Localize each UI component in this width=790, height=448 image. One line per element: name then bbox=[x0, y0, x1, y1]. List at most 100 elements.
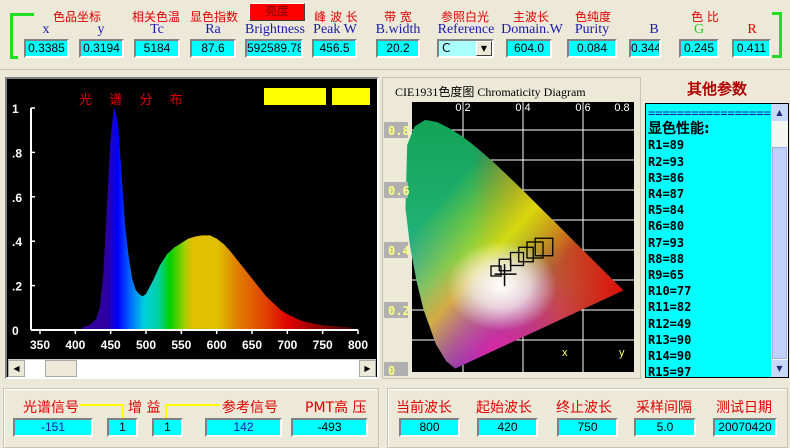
spectrum-area-segment bbox=[173, 242, 182, 331]
spectrum-area-segment bbox=[202, 235, 210, 331]
list-item: R15=97 bbox=[648, 365, 692, 378]
label-bwidth: B.width bbox=[375, 22, 421, 37]
tc-field[interactable]: 5184 bbox=[134, 39, 180, 58]
peakw-field[interactable]: 456.5 bbox=[312, 39, 357, 58]
brightness-button[interactable]: 亮度 bbox=[249, 3, 305, 21]
bwidth-field[interactable]: 20.2 bbox=[376, 39, 420, 58]
x-tick-label: 450 bbox=[101, 338, 121, 352]
spectrum-area-segment bbox=[209, 235, 217, 331]
cie-y-tick-bg bbox=[384, 122, 408, 138]
other-params-list[interactable]: ================== 显色性能: R1=89 R2=93 R3=86 R4… bbox=[645, 103, 789, 378]
spectrum-area-segment bbox=[272, 302, 281, 331]
spectrum-area-segment bbox=[188, 236, 196, 331]
planckian-marker-square bbox=[534, 237, 554, 257]
spectrum-area-segment bbox=[181, 238, 189, 331]
spectrum-area-segment bbox=[113, 107, 119, 331]
spectral-signal-field[interactable]: -151 bbox=[13, 418, 93, 437]
gain-field-2[interactable]: 1 bbox=[152, 418, 183, 437]
label-peak: 峰 波 长 bbox=[314, 10, 358, 24]
legend-box-2 bbox=[332, 88, 370, 105]
label-test-date: 测试日期 bbox=[716, 400, 772, 416]
y-tick-label: .6 bbox=[12, 191, 22, 205]
ra-field[interactable]: 87.6 bbox=[190, 39, 236, 58]
x-tick-label: 500 bbox=[136, 338, 156, 352]
cie-title: CIE1931色度图 Chromaticity Diagram bbox=[395, 85, 586, 99]
spectrum-area-segment bbox=[279, 309, 288, 331]
start-wavelength-field[interactable]: 420 bbox=[477, 418, 538, 437]
brightness-field[interactable]: 592589.784 bbox=[245, 39, 303, 58]
label-tc: Tc bbox=[150, 22, 164, 37]
x-field[interactable]: 0.3385 bbox=[24, 39, 69, 58]
scroll-down-icon[interactable]: ▼ bbox=[771, 360, 788, 377]
y-tick-label: .8 bbox=[12, 146, 22, 160]
scroll-left-icon[interactable]: ◀ bbox=[8, 360, 25, 377]
label-peakw: Peak W bbox=[313, 22, 357, 37]
spectrum-hscrollbar[interactable]: ◀ ▶ bbox=[8, 359, 376, 377]
list-item: R8=88 bbox=[648, 251, 685, 266]
legend-box-1 bbox=[264, 88, 326, 105]
label-pmt-voltage: PMT高 压 bbox=[305, 400, 367, 416]
current-wavelength-field[interactable]: 800 bbox=[399, 418, 460, 437]
connector-line bbox=[165, 404, 220, 406]
reference-signal-field[interactable]: 142 bbox=[205, 418, 282, 437]
other-params-lines: ================== 显色性能: R1=89 R2=93 R3=86 R4… bbox=[648, 105, 772, 378]
scroll-up-icon[interactable]: ▲ bbox=[771, 104, 788, 121]
spectrum-area-segment bbox=[124, 225, 129, 331]
other-params-title: 其他参数 bbox=[686, 80, 747, 98]
list-vscrollbar[interactable]: ▲ ▼ bbox=[771, 104, 788, 377]
cie-x-tick-label: 0.4 bbox=[515, 102, 530, 114]
spectrum-area-segment bbox=[131, 278, 136, 331]
spectrum-area-segment bbox=[166, 247, 175, 331]
r-field[interactable]: 0.411 bbox=[732, 39, 771, 58]
y-tick-label: .4 bbox=[12, 235, 22, 249]
list-item: R7=93 bbox=[648, 235, 685, 250]
label-reference-signal: 参考信号 bbox=[222, 400, 278, 416]
purity-field[interactable]: 0.084 bbox=[567, 39, 617, 58]
spectrum-area-segment bbox=[251, 278, 260, 331]
pmt-voltage-field[interactable]: -493 bbox=[291, 418, 368, 437]
spectrum-area-segment bbox=[308, 322, 316, 331]
label-color-ratio: 色 比 bbox=[691, 10, 719, 24]
test-date-field[interactable]: 20070420 bbox=[713, 418, 777, 437]
spectrum-area-segment bbox=[106, 141, 111, 331]
x-tick-label: 800 bbox=[348, 338, 368, 352]
cie-y-tick-bg bbox=[384, 242, 408, 258]
b-field[interactable]: 0.344 bbox=[629, 39, 661, 58]
x-tick-label: 600 bbox=[207, 338, 227, 352]
left-bracket-bottom bbox=[10, 56, 18, 59]
label-end-wavelength: 终止波长 bbox=[556, 400, 612, 416]
end-wavelength-field[interactable]: 750 bbox=[557, 418, 618, 437]
reference-select[interactable]: C ▼ bbox=[437, 39, 494, 58]
scroll-right-icon[interactable]: ▶ bbox=[359, 360, 376, 377]
spectrum-area-segment bbox=[96, 307, 101, 331]
planckian-marker-square bbox=[509, 251, 525, 267]
domainw-field[interactable]: 604.0 bbox=[506, 39, 552, 58]
cie-y-tick-label: 0.4 bbox=[388, 244, 410, 258]
list-item: R3=86 bbox=[648, 170, 685, 185]
y-field[interactable]: 0.3194 bbox=[79, 39, 124, 58]
label-bandwidth: 带 宽 bbox=[384, 10, 412, 24]
label-chromaticity: 色品坐标 bbox=[52, 10, 101, 24]
label-purity-en: Purity bbox=[574, 22, 610, 37]
x-tick-label: 350 bbox=[30, 338, 50, 352]
x-tick-label: 650 bbox=[242, 338, 262, 352]
sampling-interval-field[interactable]: 5.0 bbox=[634, 418, 696, 437]
dropdown-arrow-icon[interactable]: ▼ bbox=[476, 41, 492, 56]
list-item: R2=93 bbox=[648, 154, 685, 169]
g-field[interactable]: 0.245 bbox=[679, 39, 719, 58]
cie-y-tick-bg bbox=[384, 362, 408, 376]
list-item: R5=84 bbox=[648, 203, 685, 218]
label-cri: 显色指数 bbox=[189, 10, 238, 24]
list-item: R11=82 bbox=[648, 300, 692, 315]
cie-white-point-glow bbox=[447, 241, 557, 331]
x-tick-label: 550 bbox=[171, 338, 191, 352]
list-item: R10=77 bbox=[648, 284, 692, 299]
spectrum-area-segment bbox=[117, 123, 122, 331]
scroll-thumb[interactable] bbox=[45, 360, 77, 377]
x-tick-label: 700 bbox=[277, 338, 297, 352]
scroll-thumb-vertical[interactable] bbox=[772, 147, 787, 359]
cri-heading: 显色性能: bbox=[648, 121, 710, 138]
connector-line bbox=[80, 404, 123, 406]
gain-field-1[interactable]: 1 bbox=[107, 418, 138, 437]
label-spectral-signal: 光谱信号 bbox=[23, 400, 79, 416]
